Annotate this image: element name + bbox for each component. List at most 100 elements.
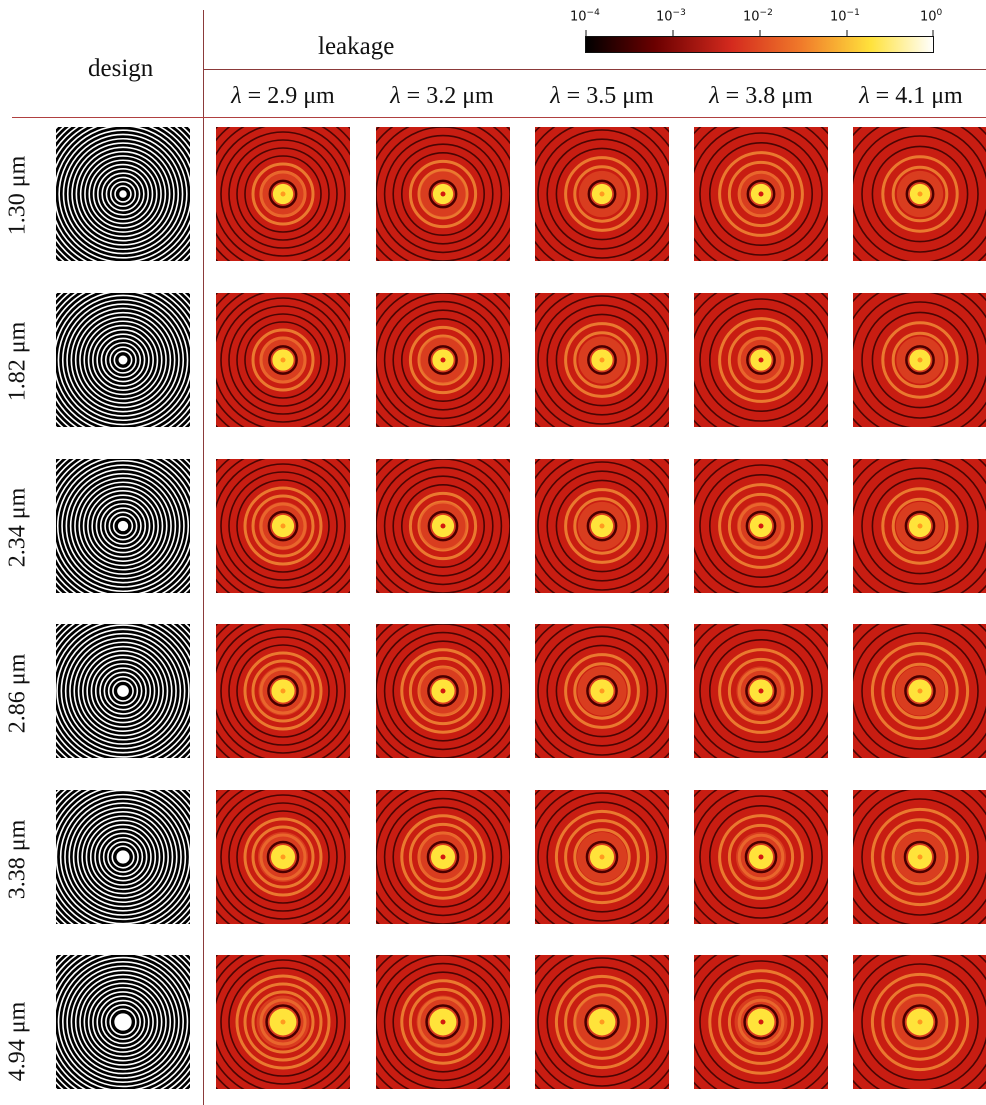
leakage-panel: [376, 293, 510, 427]
leakage-map: [216, 624, 350, 758]
row-label: 2.34 μm: [4, 487, 31, 568]
leakage-map: [216, 293, 350, 427]
leakage-map: [376, 293, 510, 427]
design-core: [118, 355, 128, 365]
leakage-map: [853, 955, 986, 1089]
design-image: [56, 624, 190, 758]
leakage-panel: [853, 790, 986, 924]
row-label: 3.38 μm: [4, 819, 31, 900]
design-image: [56, 127, 190, 261]
design-image: [56, 790, 190, 924]
leakage-panel: [216, 790, 350, 924]
leakage-panel: [216, 955, 350, 1089]
leakage-map: [853, 293, 986, 427]
leakage-map: [535, 127, 669, 261]
design-header: design: [88, 55, 154, 82]
leakage-panel: [694, 955, 828, 1089]
leakage-panel: [694, 127, 828, 261]
colorbar-tick-label: 10−1: [830, 8, 860, 25]
leakage-panel: [216, 293, 350, 427]
design-panel: [56, 790, 190, 924]
leakage-panel: [853, 624, 986, 758]
leakage-map: [535, 790, 669, 924]
leakage-panel: [376, 127, 510, 261]
leakage-map: [853, 127, 986, 261]
leakage-map: [216, 790, 350, 924]
leakage-map: [694, 459, 828, 593]
row-label: 1.82 μm: [4, 321, 31, 402]
wavelength-label: λ = 3.2 μm: [390, 83, 494, 109]
leakage-map: [694, 624, 828, 758]
header-bottom-rule: [12, 117, 986, 118]
leakage-panel: [694, 459, 828, 593]
leakage-panel: [376, 459, 510, 593]
colorbar-tick-label: 10−4: [570, 8, 600, 25]
colorbar-svg: [585, 30, 934, 53]
design-panel: [56, 624, 190, 758]
leakage-map: [376, 790, 510, 924]
header-rule: [203, 69, 986, 70]
leakage-map: [694, 790, 828, 924]
colorbar-tick-label: 100: [920, 8, 943, 25]
row-label: 4.94 μm: [4, 1001, 31, 1082]
leakage-map: [376, 127, 510, 261]
leakage-map: [694, 293, 828, 427]
colorbar-tick-label: 10−2: [743, 8, 773, 25]
leakage-panel: [853, 459, 986, 593]
leakage-header: leakage: [318, 33, 395, 60]
leakage-map: [535, 624, 669, 758]
design-core: [114, 1013, 132, 1031]
row-label: 2.86 μm: [4, 653, 31, 734]
leakage-map: [853, 624, 986, 758]
leakage-map: [535, 955, 669, 1089]
leakage-panel: [535, 790, 669, 924]
wavelength-label: λ = 2.9 μm: [231, 83, 335, 109]
leakage-map: [376, 459, 510, 593]
leakage-panel: [853, 293, 986, 427]
leakage-map: [216, 459, 350, 593]
leakage-panel: [535, 293, 669, 427]
wavelength-label: λ = 4.1 μm: [859, 83, 963, 109]
leakage-panel: [535, 624, 669, 758]
leakage-map: [694, 127, 828, 261]
leakage-panel: [535, 127, 669, 261]
design-panel: [56, 127, 190, 261]
leakage-panel: [853, 955, 986, 1089]
leakage-map: [853, 790, 986, 924]
leakage-panel: [694, 624, 828, 758]
leakage-map: [216, 955, 350, 1089]
leakage-panel: [216, 459, 350, 593]
leakage-map: [853, 459, 986, 593]
leakage-panel: [535, 459, 669, 593]
leakage-map: [376, 624, 510, 758]
leakage-map: [694, 955, 828, 1089]
colorbar-tick-label: 10−3: [656, 8, 686, 25]
design-panel: [56, 293, 190, 427]
design-core: [117, 685, 129, 697]
design-image: [56, 459, 190, 593]
leakage-panel: [376, 624, 510, 758]
design-panel: [56, 955, 190, 1089]
design-core: [119, 190, 127, 198]
leakage-panel: [216, 624, 350, 758]
leakage-map: [535, 293, 669, 427]
leakage-panel: [216, 127, 350, 261]
leakage-map: [216, 127, 350, 261]
leakage-panel: [694, 790, 828, 924]
leakage-panel: [376, 955, 510, 1089]
design-core: [117, 520, 129, 532]
design-panel: [56, 459, 190, 593]
design-core: [116, 850, 130, 864]
wavelength-label: λ = 3.5 μm: [550, 83, 654, 109]
colorbar: [585, 0, 945, 60]
column-divider: [203, 10, 204, 1105]
leakage-panel: [376, 790, 510, 924]
row-label: 1.30 μm: [4, 155, 31, 236]
leakage-panel: [694, 293, 828, 427]
colorbar-gradient: [585, 36, 934, 53]
leakage-map: [376, 955, 510, 1089]
design-image: [56, 955, 190, 1089]
leakage-panel: [535, 955, 669, 1089]
wavelength-label: λ = 3.8 μm: [709, 83, 813, 109]
leakage-map: [535, 459, 669, 593]
